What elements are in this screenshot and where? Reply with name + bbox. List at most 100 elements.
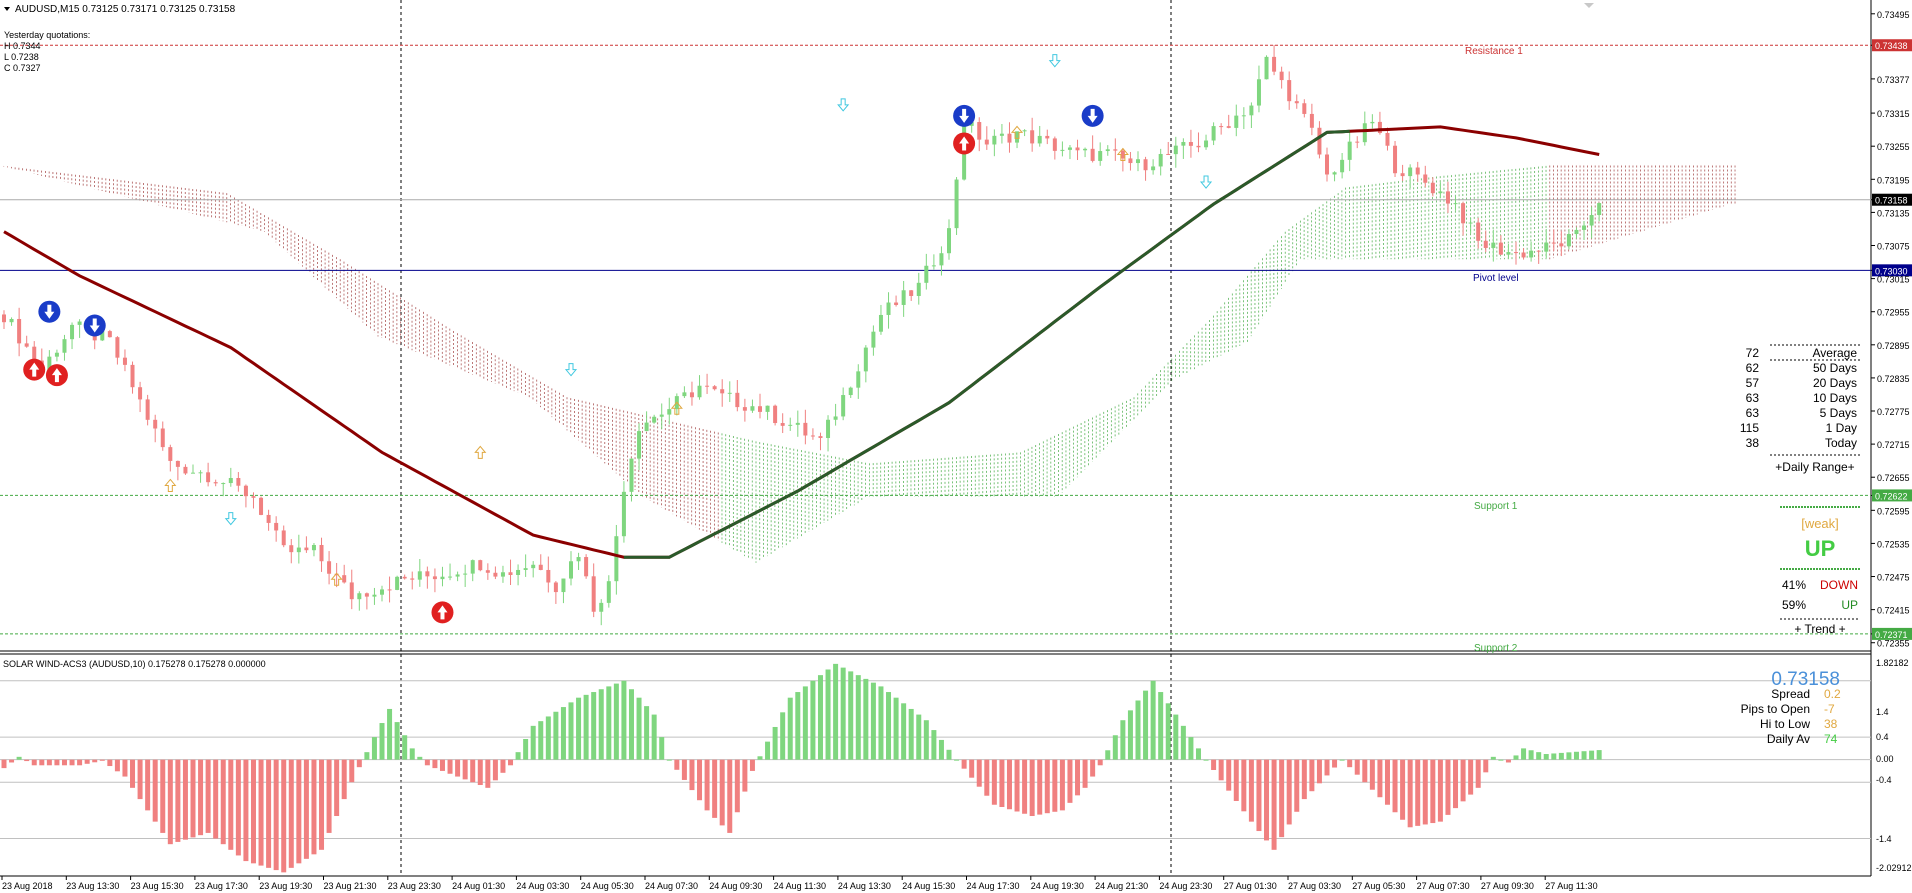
candle-body xyxy=(621,491,626,537)
indicator-bar xyxy=(991,759,997,805)
pivot-levels xyxy=(0,44,1871,635)
indicator-bar xyxy=(545,716,551,760)
indicator-price: 0.73158 xyxy=(1771,669,1840,690)
pivot-label: Pivot level xyxy=(1473,273,1519,284)
indicator-bar xyxy=(84,759,90,764)
shift-marker-icon[interactable] xyxy=(1584,3,1594,8)
candle-body xyxy=(773,405,778,424)
price-axis-label: 0.73135 xyxy=(1877,208,1910,218)
indicator-bar xyxy=(863,678,869,760)
candle-body xyxy=(1468,222,1473,224)
indicator-bar xyxy=(916,714,922,760)
indicator-bar xyxy=(1596,750,1602,760)
trend-direction: UP xyxy=(1805,536,1836,561)
candle-body xyxy=(349,582,354,600)
indicator-bar xyxy=(46,759,52,766)
indicator-bar xyxy=(334,759,340,817)
candle-body xyxy=(720,389,725,394)
trend-strength: [weak] xyxy=(1801,516,1839,531)
indicator-bar xyxy=(220,759,226,845)
candle-body xyxy=(168,447,173,461)
indicator-bar xyxy=(1445,759,1451,815)
candle-body xyxy=(1574,229,1579,235)
candle-body xyxy=(1453,203,1458,205)
indicator-bar xyxy=(424,759,430,766)
candle-body xyxy=(500,572,505,577)
candle-body xyxy=(931,265,936,267)
indicator-bar xyxy=(1513,755,1519,760)
candle-body xyxy=(712,386,717,390)
small-up-arrow-icon xyxy=(1116,147,1129,161)
indicator-bar xyxy=(870,682,876,760)
arrow-glyph xyxy=(1087,108,1098,123)
indicator-bar xyxy=(938,739,944,760)
stat-value: 38 xyxy=(1824,717,1838,731)
indicator-bar xyxy=(848,671,854,760)
candle-body xyxy=(1067,147,1072,150)
indicator-bar xyxy=(1173,714,1179,760)
candle-body xyxy=(667,409,672,415)
chart-menu-triangle-icon[interactable] xyxy=(4,7,10,11)
candle-body xyxy=(1476,222,1481,241)
range-row-label: 5 Days xyxy=(1820,406,1857,420)
candle-body xyxy=(380,589,384,595)
candle-body xyxy=(175,460,180,467)
indicator-bar xyxy=(1324,759,1330,776)
indicator-bar xyxy=(371,737,377,760)
indicator-bar xyxy=(439,759,445,771)
indicator-bar xyxy=(9,759,15,763)
indicator-bar xyxy=(1279,759,1285,838)
price-tag-label: 0.72622 xyxy=(1875,491,1908,501)
candle-body xyxy=(939,253,944,266)
candle-body xyxy=(614,536,619,582)
support1-label: Support 1 xyxy=(1474,501,1518,512)
indicator-bar xyxy=(1347,759,1353,768)
indicator-bar xyxy=(1551,753,1557,760)
indicator-bar xyxy=(1581,751,1587,760)
price-axis-label: 0.73015 xyxy=(1877,275,1910,285)
indicator-bar xyxy=(878,686,884,760)
indicator-bar xyxy=(1415,759,1421,826)
indicator-bar xyxy=(1256,759,1262,832)
indicator-bar xyxy=(1453,759,1459,809)
indicator-bar xyxy=(379,723,385,760)
solar-wind-indicator xyxy=(0,663,1871,873)
stat-label: Hi to Low xyxy=(1760,717,1810,731)
candle-body xyxy=(440,576,445,580)
indicator-bar xyxy=(772,726,778,760)
candle-body xyxy=(803,422,808,436)
indicator-bar xyxy=(946,749,952,760)
candle-body xyxy=(1219,126,1224,128)
range-row-value: 63 xyxy=(1746,391,1760,405)
candle-body xyxy=(289,545,294,553)
candle-body xyxy=(1166,153,1171,155)
candle-body xyxy=(1347,141,1352,160)
candle-body xyxy=(742,407,747,411)
indicator-bar xyxy=(795,692,801,760)
indicator-bar xyxy=(1369,759,1375,790)
candle-body xyxy=(652,416,657,423)
ind-axis-label: 0.00 xyxy=(1876,754,1894,764)
candle-body xyxy=(1393,145,1398,174)
indicator-bar xyxy=(1248,759,1254,822)
candle-body xyxy=(425,571,430,577)
time-axis-label: 23 Aug 21:30 xyxy=(324,881,377,891)
candle-body xyxy=(448,576,453,578)
indicator-bar xyxy=(77,759,83,766)
candle-body xyxy=(1325,154,1329,175)
candle-body xyxy=(538,564,543,570)
range-row-label: 1 Day xyxy=(1826,421,1857,435)
candle-body xyxy=(183,466,188,474)
indicator-bar xyxy=(1286,759,1292,825)
candle-body xyxy=(1136,159,1140,164)
indicator-bar xyxy=(1022,759,1028,814)
small-up-arrow-icon xyxy=(474,445,487,459)
time-axis-label: 24 Aug 23:30 xyxy=(1159,881,1212,891)
indicator-bar xyxy=(114,759,120,772)
candle-body xyxy=(1438,191,1443,194)
indicator-bar xyxy=(560,707,566,760)
time-axis-label: 27 Aug 09:30 xyxy=(1481,881,1534,891)
indicator-bar xyxy=(1392,759,1398,813)
candle-body xyxy=(561,578,566,593)
range-row-value: 57 xyxy=(1746,376,1760,390)
